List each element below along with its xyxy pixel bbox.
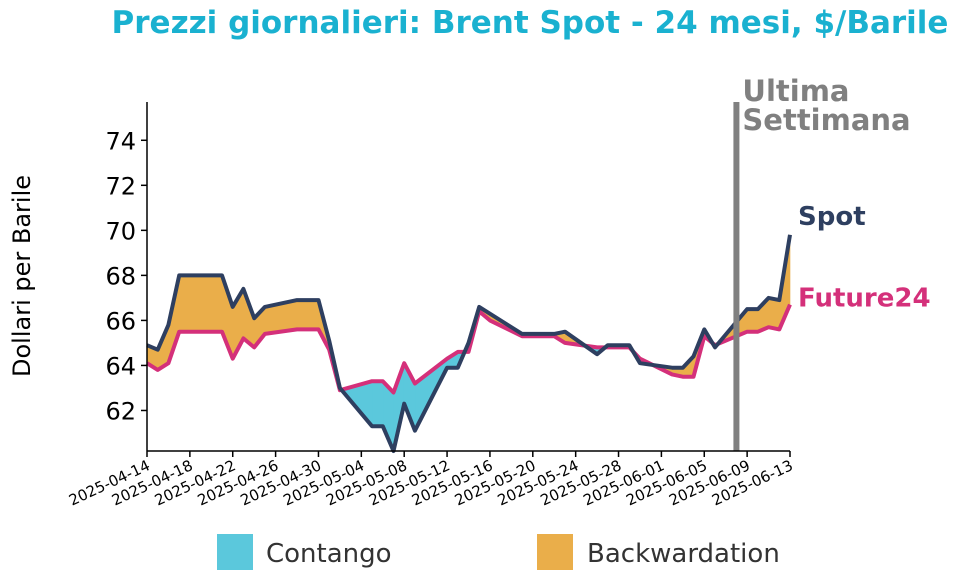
x-ticks: 2025-04-142025-04-182025-04-222025-04-26… — [66, 451, 796, 509]
series-label-spot: Spot — [798, 202, 866, 232]
series-label-future24: Future24 — [798, 284, 931, 314]
y-tick-label: 66 — [105, 307, 136, 335]
backwardation-area — [746, 308, 759, 333]
legend-label-backwardation: Backwardation — [587, 539, 780, 569]
y-tick-label: 68 — [105, 262, 136, 290]
legend: Contango Backwardation — [217, 534, 780, 570]
legend-label-contango: Contango — [266, 539, 392, 569]
chart-title: Prezzi giornalieri: Brent Spot - 24 mesi… — [112, 5, 949, 41]
y-tick-label: 64 — [105, 352, 136, 380]
backwardation-area — [178, 275, 191, 333]
last-week-label-2: Settimana — [742, 103, 910, 137]
last-week-label-1: Ultima — [742, 74, 849, 108]
series-line-future24 — [145, 303, 792, 395]
series-lines — [145, 234, 792, 453]
y-tick-label: 72 — [105, 172, 136, 200]
y-tick-label: 70 — [105, 217, 136, 245]
series-line-spot — [146, 234, 792, 453]
legend-swatch-backwardation — [537, 534, 573, 570]
y-axis-label: Dollari per Barile — [8, 175, 36, 377]
last-week-marker: Ultima Settimana — [733, 74, 911, 451]
legend-swatch-contango — [217, 534, 253, 570]
backwardation-area — [768, 297, 780, 330]
y-tick-label: 62 — [105, 397, 136, 425]
y-ticks: 62 64 66 68 70 72 74 — [105, 127, 147, 425]
backwardation-area — [307, 299, 319, 330]
contango-area — [371, 380, 384, 427]
backwardation-area — [189, 275, 223, 333]
backwardation-area — [296, 299, 309, 330]
y-tick-label: 74 — [105, 127, 136, 155]
